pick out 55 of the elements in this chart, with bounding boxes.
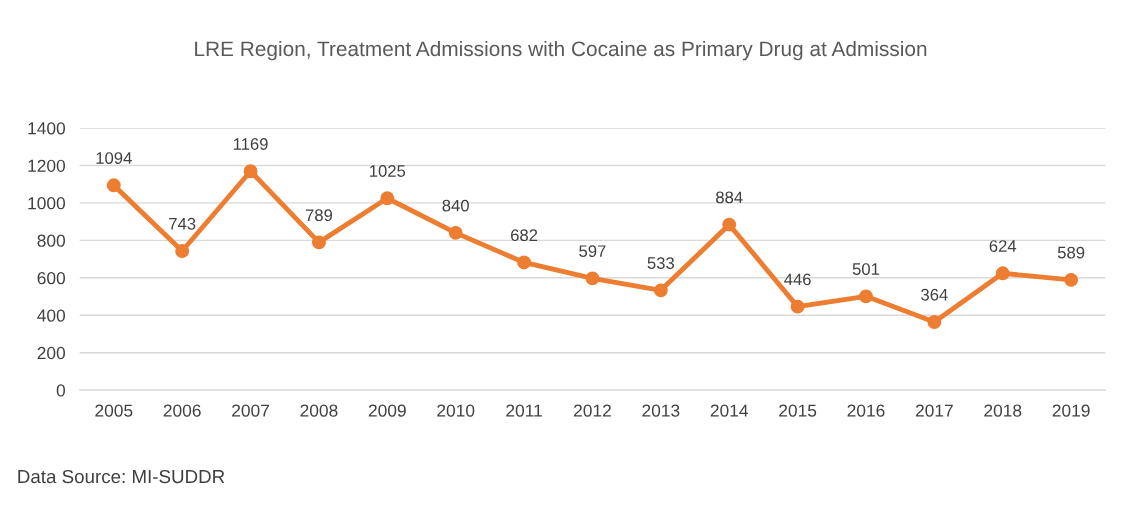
point — [927, 315, 942, 329]
data-label: 840 — [442, 199, 469, 212]
y-tick-label: 1200 — [28, 159, 66, 172]
data-label: 682 — [511, 229, 538, 242]
x-tick-label: 2013 — [642, 404, 680, 417]
data-label: 446 — [784, 273, 811, 286]
point — [722, 217, 737, 232]
point — [311, 235, 326, 250]
y-tick-label: 800 — [37, 234, 66, 247]
y-tick-label: 0 — [56, 384, 66, 397]
point — [995, 266, 1010, 281]
point — [1064, 272, 1079, 287]
point — [859, 289, 873, 304]
source-note: Data Source: MI-SUDDR — [18, 469, 225, 484]
point — [448, 225, 463, 240]
point — [243, 164, 258, 179]
x-tick-label: 2016 — [847, 404, 885, 417]
y-tick-label: 1000 — [28, 197, 66, 210]
point — [517, 255, 532, 270]
x-tick-label: 2015 — [779, 404, 817, 417]
point — [380, 191, 395, 206]
data-label: 597 — [579, 245, 606, 258]
data-label: 364 — [921, 288, 948, 301]
x-tick-label: 2006 — [163, 404, 201, 417]
point — [585, 271, 600, 286]
data-label: 624 — [989, 240, 1017, 252]
data-label: 743 — [169, 217, 196, 230]
data-label: 1025 — [370, 165, 406, 177]
y-tick-label: 600 — [37, 271, 66, 285]
chart-title: LRE Region, Treatment Admissions with Cocaine as Primary Drug at Admission — [195, 40, 927, 61]
point — [175, 244, 190, 258]
x-tick-label: 2008 — [300, 404, 338, 417]
y-tick-label: 1400 — [28, 122, 66, 135]
x-tick-label: 2010 — [437, 404, 475, 417]
x-tick-label: 2009 — [368, 404, 406, 417]
x-tick-label: 2014 — [710, 404, 749, 417]
data-label: 1169 — [233, 138, 268, 150]
data-label: 884 — [716, 191, 743, 204]
x-tick-label: 2007 — [232, 404, 269, 417]
x-tick-label: 2011 — [506, 404, 542, 417]
point — [106, 178, 121, 193]
y-tick-label: 400 — [37, 309, 66, 322]
x-tick-label: 2012 — [574, 404, 611, 417]
x-tick-label: 2017 — [915, 404, 953, 417]
x-tick-label: 2019 — [1052, 404, 1090, 417]
data-label: 789 — [305, 209, 333, 222]
data-label: 533 — [647, 257, 674, 269]
data-label: 501 — [852, 263, 880, 275]
point — [790, 299, 805, 314]
point — [653, 283, 668, 298]
data-label: 589 — [1057, 246, 1085, 259]
y-tick-label: 200 — [37, 346, 66, 360]
x-tick-label: 2018 — [984, 404, 1022, 417]
data-label: 1094 — [96, 152, 132, 164]
x-tick-label: 2005 — [95, 404, 133, 417]
